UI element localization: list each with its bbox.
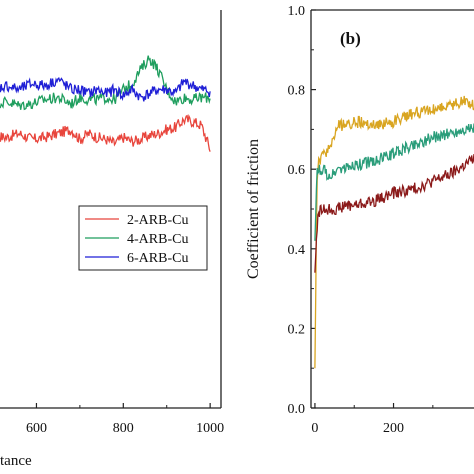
panel-b-series-2 [314,123,474,241]
panel-a-legend-label: 6-ARB-Cu [127,251,188,266]
panel-b-x-tick-label: 200 [383,421,404,436]
panel-a-legend-label: 4-ARB-Cu [127,232,188,247]
panel-b-series-3 [314,154,474,273]
panel-b-y-tick-label: 0.0 [288,402,306,417]
panel-a-series-2-ARB-Cu [0,113,211,152]
panel-a-legend [78,205,208,271]
panel-a: 600 800 1000 tance 2-ARB-Cu 4-ARB-Cu 6-ARB-Cu [0,10,224,469]
panel-a-legend-label: 2-ARB-Cu [127,213,188,228]
panel-b-y-tick-label: 0.4 [288,243,306,258]
panel-b-y-tick-label: 0.6 [288,163,306,178]
panel-a-x-tick-label: 600 [26,421,47,436]
panel-a-series-4-ARB-Cu [0,55,211,111]
panel-b-y-tick-label: 0.2 [288,322,306,337]
panel-b-title: (b) [340,29,361,48]
panel-b-y-tick-label: 1.0 [288,4,306,19]
panel-b-series-1 [314,95,474,369]
panel-b-x-tick-label: 0 [311,421,318,436]
panel-b-y-label: Coefficient of friction [245,139,262,279]
panel-a-x-tick-label: 800 [113,421,134,436]
panel-a-series-6-ARB-Cu [0,76,211,102]
panel-b-y-tick-label: 0.8 [288,84,306,99]
panel-a-x-label: tance [0,453,32,469]
panel-a-x-tick-label: 1000 [196,421,224,436]
panel-b: 0.0 0.2 0.4 0.6 0.8 1.0 0 200 Coefficient of fri… [245,4,474,436]
